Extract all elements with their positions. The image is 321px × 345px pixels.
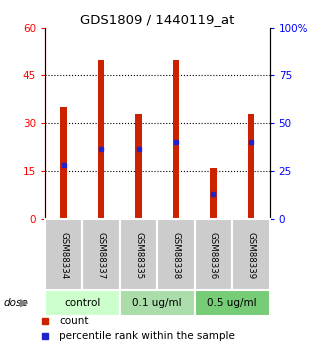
Title: GDS1809 / 1440119_at: GDS1809 / 1440119_at — [80, 13, 234, 27]
Text: ▶: ▶ — [20, 298, 28, 308]
Text: GSM88335: GSM88335 — [134, 232, 143, 279]
Bar — [195, 290, 270, 316]
Bar — [232, 219, 270, 292]
Bar — [98, 59, 105, 219]
Bar — [120, 219, 157, 292]
Text: count: count — [59, 316, 89, 326]
Text: control: control — [64, 298, 100, 308]
Bar — [45, 290, 120, 316]
Bar — [195, 219, 232, 292]
Bar — [45, 219, 82, 292]
Bar — [157, 219, 195, 292]
Text: percentile rank within the sample: percentile rank within the sample — [59, 331, 235, 341]
Text: GSM88338: GSM88338 — [171, 232, 180, 279]
Text: dose: dose — [3, 298, 28, 308]
Text: GSM88337: GSM88337 — [97, 232, 106, 279]
Text: GSM88334: GSM88334 — [59, 232, 68, 279]
Bar — [247, 114, 254, 219]
Bar — [82, 219, 120, 292]
Bar — [173, 59, 179, 219]
Bar — [60, 107, 67, 219]
Text: GSM88336: GSM88336 — [209, 232, 218, 279]
Bar — [120, 290, 195, 316]
Bar — [210, 168, 217, 219]
Text: 0.5 ug/ml: 0.5 ug/ml — [207, 298, 257, 308]
Text: GSM88339: GSM88339 — [247, 232, 256, 279]
Text: 0.1 ug/ml: 0.1 ug/ml — [133, 298, 182, 308]
Bar — [135, 114, 142, 219]
